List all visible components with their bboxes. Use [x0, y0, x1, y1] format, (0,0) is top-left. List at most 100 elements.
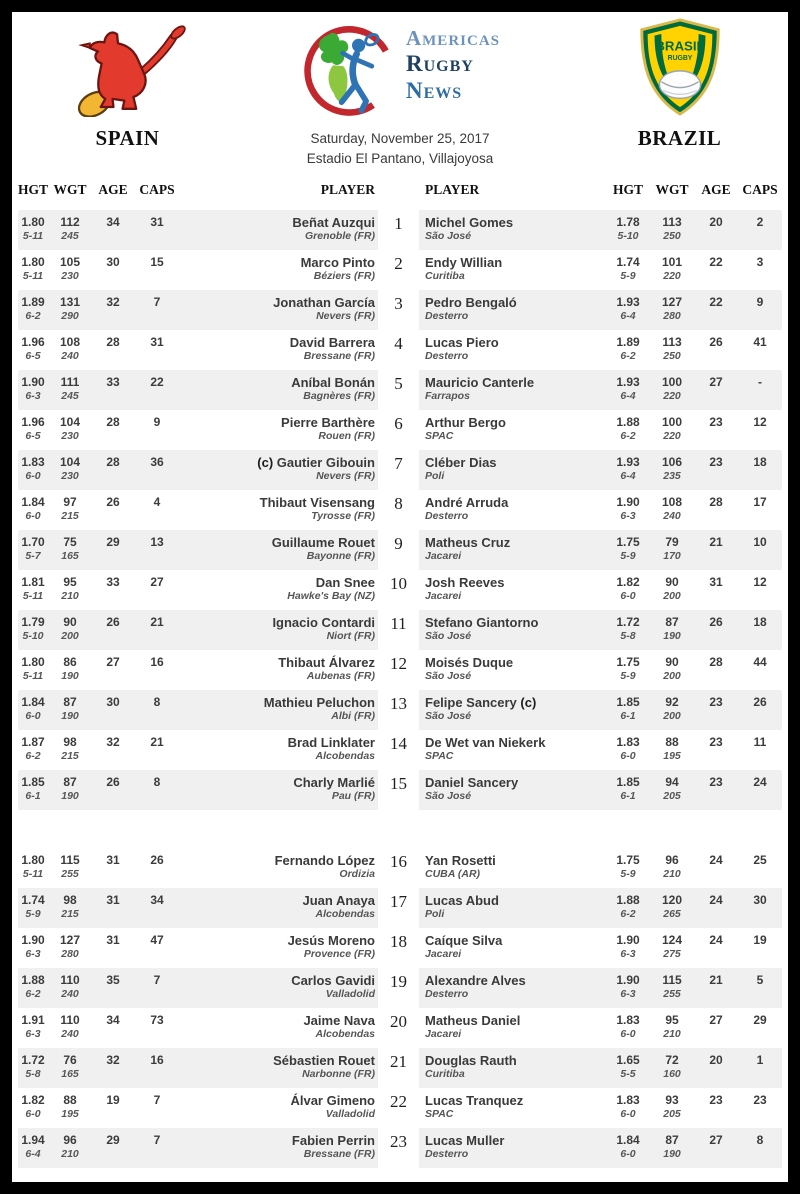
- spain-column-header-age: AGE: [98, 182, 128, 197]
- player-name: Fabien Perrin: [291, 1133, 375, 1148]
- player-cell: Lucas Abud Poli: [419, 888, 606, 928]
- player-cell: Endy Willian Curitiba: [419, 250, 606, 290]
- player-caps-value: 19: [753, 933, 767, 947]
- player-cell: Álvar Gimeno Valladolid: [180, 1088, 378, 1128]
- player-height-secondary: 5-11: [22, 670, 44, 682]
- player-height: 1.90 6-3: [18, 370, 48, 410]
- player-caps: 34: [134, 888, 180, 928]
- jersey-number: 16: [390, 852, 407, 871]
- player-club: SPAC: [425, 1108, 454, 1120]
- player-name: Álvar Gimeno: [290, 1093, 375, 1108]
- player-weight-value: 111: [60, 375, 80, 389]
- player-age-value: 29: [106, 535, 120, 549]
- player-height: 1.81 5-11: [18, 570, 48, 610]
- player-caps-value: 21: [150, 735, 164, 749]
- player-weight-secondary: 250: [663, 350, 681, 362]
- player-weight-secondary: 210: [61, 1148, 79, 1160]
- player-caps: 18: [738, 450, 782, 490]
- brazil-player-cells: Yan Rosetti CUBA (AR) 1.75 5-9 96 210 24 25: [419, 848, 782, 888]
- player-weight: 79 170: [650, 530, 694, 570]
- player-caps-value: 7: [153, 1133, 161, 1147]
- jersey-number: 10: [390, 574, 407, 593]
- player-weight: 93 205: [650, 1088, 694, 1128]
- player-name: Alexandre Alves: [425, 973, 526, 988]
- player-weight-value: 90: [665, 575, 679, 589]
- americas-rugby-news-wordmark: Americas Rugby News: [406, 26, 500, 104]
- player-weight: 87 190: [650, 1128, 694, 1168]
- player-weight-value: 108: [59, 335, 81, 349]
- player-age-value: 19: [106, 1093, 120, 1107]
- player-age: 28: [694, 650, 738, 690]
- player-age-value: 20: [709, 1053, 723, 1067]
- player-height-value: 1.82: [616, 575, 640, 589]
- player-height-secondary: 5-9: [620, 868, 636, 880]
- player-name: Juan Anaya: [302, 893, 376, 908]
- spain-lion-logo: [20, 16, 235, 118]
- player-caps: 12: [738, 570, 782, 610]
- player-age-value: 27: [709, 375, 723, 389]
- player-age-value: 28: [106, 455, 120, 469]
- player-weight: 90 200: [650, 570, 694, 610]
- jersey-number: 13: [390, 694, 407, 713]
- player-age-value: 26: [709, 615, 723, 629]
- player-height-value: 1.83: [616, 1093, 640, 1107]
- player-name: Marco Pinto: [300, 255, 375, 270]
- player-age: 22: [694, 250, 738, 290]
- player-row: 1.96 6-5 104 230 28 9 Pierre Barthère Rouen (FR…: [12, 410, 788, 450]
- player-height-secondary: 6-3: [25, 390, 41, 402]
- jersey-number: 14: [390, 734, 407, 753]
- brazil-column-header-age: AGE: [701, 182, 731, 197]
- player-weight-value: 72: [665, 1053, 679, 1067]
- player-height-secondary: 6-1: [620, 710, 636, 722]
- brazil-player-cells: Stefano Giantorno São José 1.72 5-8 87 190 26 1…: [419, 610, 782, 650]
- player-height: 1.91 6-3: [18, 1008, 48, 1048]
- player-caps: 17: [738, 490, 782, 530]
- jersey-number: 4: [394, 334, 403, 353]
- player-weight: 131 290: [48, 290, 92, 330]
- player-cell: Pierre Barthère Rouen (FR): [180, 410, 378, 450]
- player-height-value: 1.85: [616, 695, 640, 709]
- spain-player-cells: 1.83 6-0 104 230 28 36 (c) Gautier Gibouin Neve…: [18, 450, 378, 490]
- player-name: André Arruda: [425, 495, 509, 510]
- spain-player-cells: 1.89 6-2 131 290 32 7 Jonathan García Nevers (F…: [18, 290, 378, 330]
- player-weight-secondary: 160: [663, 1068, 681, 1080]
- player-row: 1.80 5-11 115 255 31 26 Fernando López Ordizia 1…: [12, 848, 788, 888]
- player-weight-value: 104: [59, 415, 81, 429]
- player-caps-value: 18: [753, 615, 767, 629]
- player-caps: 30: [738, 888, 782, 928]
- player-height-secondary: 5-11: [22, 590, 44, 602]
- player-height-secondary: 5-8: [620, 630, 636, 642]
- player-row: 1.82 6-0 88 195 19 7 Álvar Gimeno Valladolid 22 L…: [12, 1088, 788, 1128]
- player-name: Thibaut Visensang: [259, 495, 375, 510]
- player-height-value: 1.79: [21, 615, 45, 629]
- player-club: Grenoble (FR): [305, 230, 375, 242]
- player-row: 1.81 5-11 95 210 33 27 Dan Snee Hawke's Bay (NZ…: [12, 570, 788, 610]
- player-caps: 29: [738, 1008, 782, 1048]
- player-name: De Wet van Niekerk: [425, 735, 546, 750]
- jersey-number: 20: [390, 1012, 407, 1031]
- player-caps: 16: [134, 1048, 180, 1088]
- player-height-value: 1.96: [21, 415, 45, 429]
- player-caps: 36: [134, 450, 180, 490]
- player-cell: Brad Linklater Alcobendas: [180, 730, 378, 770]
- player-club: Hawke's Bay (NZ): [287, 590, 375, 602]
- player-club: Alcobendas: [315, 750, 375, 762]
- player-age: 24: [694, 928, 738, 968]
- player-height-value: 1.74: [616, 255, 640, 269]
- player-caps: 7: [134, 1128, 180, 1168]
- player-weight: 86 190: [48, 650, 92, 690]
- player-height-secondary: 6-0: [25, 470, 41, 482]
- player-name: Guillaume Rouet: [271, 535, 375, 550]
- player-age: 26: [694, 330, 738, 370]
- player-age: 23: [694, 1088, 738, 1128]
- player-name: Michel Gomes: [425, 215, 514, 230]
- player-club: Jacarei: [425, 590, 462, 602]
- player-weight-secondary: 240: [61, 1028, 79, 1040]
- player-name: Dan Snee: [315, 575, 375, 590]
- jersey-number-cell: 19: [378, 968, 419, 1008]
- player-height-secondary: 6-1: [25, 790, 41, 802]
- jersey-number: 3: [394, 294, 403, 313]
- player-caps-value: 8: [153, 695, 161, 709]
- player-age: 20: [694, 1048, 738, 1088]
- player-club: Desterro: [425, 988, 469, 1000]
